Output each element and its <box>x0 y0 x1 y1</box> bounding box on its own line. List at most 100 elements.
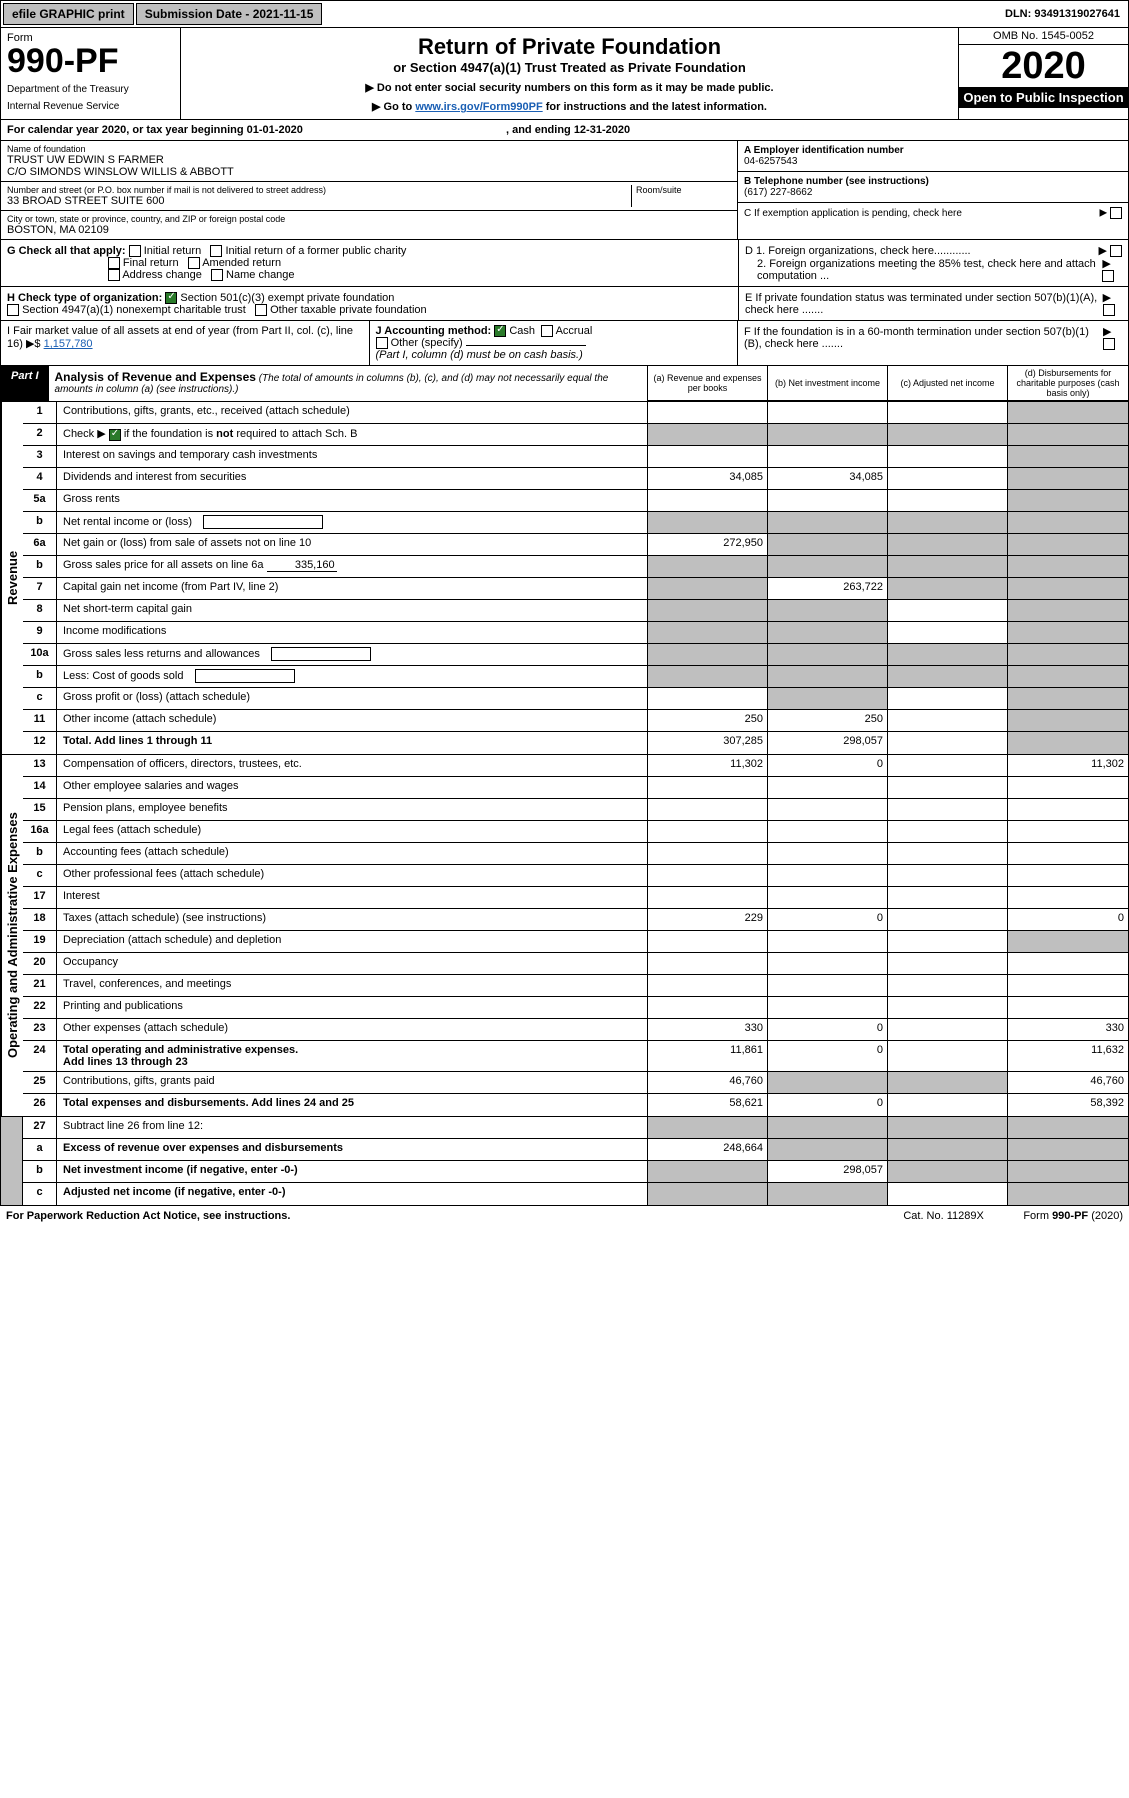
col-c <box>888 1183 1008 1205</box>
c-label: C If exemption application is pending, c… <box>744 208 962 219</box>
col-d: 11,632 <box>1008 1041 1128 1071</box>
line-row: 10a Gross sales less returns and allowan… <box>23 644 1128 666</box>
col-a <box>648 666 768 687</box>
line-row: 17 Interest <box>23 887 1128 909</box>
g-address-change[interactable] <box>108 269 120 281</box>
d1-checkbox[interactable] <box>1110 245 1122 257</box>
line-number: b <box>23 666 57 687</box>
line-desc: Contributions, gifts, grants, etc., rece… <box>57 402 648 423</box>
g-initial-former[interactable] <box>210 245 222 257</box>
line-number: 17 <box>23 887 57 908</box>
g-check-row: G Check all that apply: Initial return I… <box>0 240 1129 287</box>
g-name-change[interactable] <box>211 269 223 281</box>
col-a <box>648 821 768 842</box>
note-ssn: ▶ Do not enter social security numbers o… <box>187 81 952 94</box>
col-b: 298,057 <box>768 732 888 754</box>
col-a <box>648 1161 768 1182</box>
h-other-taxable[interactable] <box>255 304 267 316</box>
col-d <box>1008 975 1128 996</box>
fmv-value[interactable]: 1,157,780 <box>44 338 93 350</box>
col-a <box>648 887 768 908</box>
line-row: 15 Pension plans, employee benefits <box>23 799 1128 821</box>
g-amended[interactable] <box>188 257 200 269</box>
col-a <box>648 997 768 1018</box>
col-d <box>1008 644 1128 665</box>
line-desc: Gross sales less returns and allowances <box>57 644 648 665</box>
col-d <box>1008 777 1128 798</box>
col-a <box>648 424 768 445</box>
f-checkbox[interactable] <box>1103 338 1115 350</box>
col-d <box>1008 490 1128 511</box>
col-d <box>1008 997 1128 1018</box>
j-cash[interactable] <box>494 325 506 337</box>
col-a <box>648 843 768 864</box>
line-row: 16a Legal fees (attach schedule) <box>23 821 1128 843</box>
j-other[interactable] <box>376 337 388 349</box>
line-number: 19 <box>23 931 57 952</box>
col-c <box>888 710 1008 731</box>
line-row: 14 Other employee salaries and wages <box>23 777 1128 799</box>
col-a: 11,302 <box>648 755 768 776</box>
j-accrual[interactable] <box>541 325 553 337</box>
efile-btn[interactable]: efile GRAPHIC print <box>3 3 134 25</box>
col-c <box>888 402 1008 423</box>
col-a: 46,760 <box>648 1072 768 1093</box>
line-number: b <box>23 1161 57 1182</box>
d2-checkbox[interactable] <box>1102 270 1114 282</box>
line-desc: Travel, conferences, and meetings <box>57 975 648 996</box>
line-number: 9 <box>23 622 57 643</box>
col-d <box>1008 402 1128 423</box>
col-d: 46,760 <box>1008 1072 1128 1093</box>
col-c <box>888 490 1008 511</box>
line-row: 4 Dividends and interest from securities… <box>23 468 1128 490</box>
col-d <box>1008 688 1128 709</box>
h-501c3[interactable] <box>165 292 177 304</box>
col-d: 0 <box>1008 909 1128 930</box>
col-d <box>1008 578 1128 599</box>
col-c <box>888 1041 1008 1071</box>
street-address: 33 BROAD STREET SUITE 600 <box>7 195 631 207</box>
line-desc: Printing and publications <box>57 997 648 1018</box>
line-desc: Occupancy <box>57 953 648 974</box>
form-subtitle: or Section 4947(a)(1) Trust Treated as P… <box>187 60 952 75</box>
col-b <box>768 402 888 423</box>
col-d <box>1008 887 1128 908</box>
line-row: 22 Printing and publications <box>23 997 1128 1019</box>
paperwork-notice: For Paperwork Reduction Act Notice, see … <box>6 1210 903 1222</box>
c-checkbox[interactable] <box>1110 207 1122 219</box>
line-row: 24 Total operating and administrative ex… <box>23 1041 1128 1072</box>
col-d <box>1008 534 1128 555</box>
col-d-hdr: (d) Disbursements for charitable purpose… <box>1008 366 1128 401</box>
col-b <box>768 997 888 1018</box>
line-desc: Gross profit or (loss) (attach schedule) <box>57 688 648 709</box>
col-c <box>888 622 1008 643</box>
col-a <box>648 777 768 798</box>
line-number: 18 <box>23 909 57 930</box>
line-row: 1 Contributions, gifts, grants, etc., re… <box>23 402 1128 424</box>
col-d <box>1008 600 1128 621</box>
g-initial-return[interactable] <box>129 245 141 257</box>
col-c <box>888 534 1008 555</box>
col-d <box>1008 865 1128 886</box>
line-desc: Compensation of officers, directors, tru… <box>57 755 648 776</box>
name-label: Name of foundation <box>7 144 731 154</box>
line-row: 2 Check ▶ if the foundation is not requi… <box>23 424 1128 446</box>
line-number: c <box>23 688 57 709</box>
ij-row: I Fair market value of all assets at end… <box>0 321 1129 366</box>
col-c <box>888 666 1008 687</box>
line-number: 7 <box>23 578 57 599</box>
line-row: 5a Gross rents <box>23 490 1128 512</box>
line-row: 21 Travel, conferences, and meetings <box>23 975 1128 997</box>
h-4947[interactable] <box>7 304 19 316</box>
col-b: 0 <box>768 1019 888 1040</box>
g-final-return[interactable] <box>108 257 120 269</box>
col-d <box>1008 1139 1128 1160</box>
e-checkbox[interactable] <box>1103 304 1115 316</box>
col-b: 263,722 <box>768 578 888 599</box>
col-b: 0 <box>768 755 888 776</box>
expenses-grid: Operating and Administrative Expenses 13… <box>0 755 1129 1117</box>
col-b <box>768 1117 888 1138</box>
col-b <box>768 534 888 555</box>
col-c <box>888 556 1008 577</box>
instructions-link[interactable]: www.irs.gov/Form990PF <box>415 101 542 113</box>
